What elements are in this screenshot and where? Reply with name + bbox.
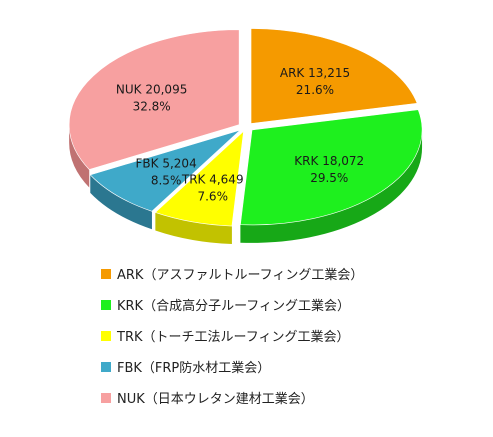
legend-label-trk: TRK（トーチ工法ルーフィング工業会） bbox=[117, 330, 350, 345]
pie-slice-ark bbox=[250, 28, 418, 124]
legend-item-krk: KRK（合成高分子ルーフィング工業会） bbox=[101, 289, 363, 320]
legend-label-nuk: NUK（日本ウレタン建材工業会） bbox=[117, 392, 314, 407]
pie-chart: ARK 13,215 21.6% KRK 18,072 29.5% TRK 4,649 7… bbox=[68, 28, 423, 245]
pie-top-layer bbox=[68, 28, 423, 227]
legend-swatch-nuk bbox=[101, 392, 111, 403]
pie-slice-trk bbox=[154, 130, 244, 227]
legend-swatch-ark bbox=[101, 268, 111, 279]
slice-value-label-nuk: NUK 20,095 bbox=[116, 82, 187, 96]
pie-slice-krk bbox=[240, 109, 423, 226]
chart-legend: ARK（アスファルトルーフィング工業会） KRK（合成高分子ルーフィング工業会）… bbox=[101, 258, 363, 413]
legend-label-krk: KRK（合成高分子ルーフィング工業会） bbox=[117, 299, 351, 314]
pie-label-layer: ARK 13,215 21.6% KRK 18,072 29.5% TRK 4,649 7… bbox=[116, 66, 364, 203]
slice-value-label-fbk: FBK 5,204 bbox=[136, 156, 197, 170]
slice-value-label-krk: KRK 18,072 bbox=[294, 154, 364, 168]
pie-slice-fbk bbox=[89, 129, 241, 212]
slice-percent-label-krk: 29.5% bbox=[310, 171, 348, 185]
pie-slice-nuk bbox=[68, 29, 240, 170]
legend-swatch-krk bbox=[101, 299, 111, 310]
pie-side-trk bbox=[155, 212, 232, 245]
legend-item-trk: TRK（トーチ工法ルーフィング工業会） bbox=[101, 320, 363, 351]
pie-side-krk bbox=[240, 129, 423, 243]
legend-label-ark: ARK（アスファルトルーフィング工業会） bbox=[117, 268, 364, 283]
pie-side-nuk bbox=[69, 124, 90, 188]
slice-value-label-ark: ARK 13,215 bbox=[280, 66, 350, 80]
slice-percent-label-trk: 7.6% bbox=[197, 190, 228, 204]
slice-percent-label-fbk: 8.5% bbox=[151, 173, 182, 187]
slice-percent-label-ark: 21.6% bbox=[296, 83, 334, 97]
slice-value-label-trk: TRK 4,649 bbox=[181, 173, 244, 187]
legend-item-ark: ARK（アスファルトルーフィング工業会） bbox=[101, 258, 363, 289]
legend-label-fbk: FBK（FRP防水材工業会） bbox=[117, 361, 271, 376]
legend-swatch-fbk bbox=[101, 361, 111, 372]
slice-percent-label-nuk: 32.8% bbox=[133, 99, 171, 113]
legend-item-nuk: NUK（日本ウレタン建材工業会） bbox=[101, 382, 363, 413]
legend-item-fbk: FBK（FRP防水材工業会） bbox=[101, 351, 363, 382]
legend-swatch-trk bbox=[101, 330, 111, 341]
